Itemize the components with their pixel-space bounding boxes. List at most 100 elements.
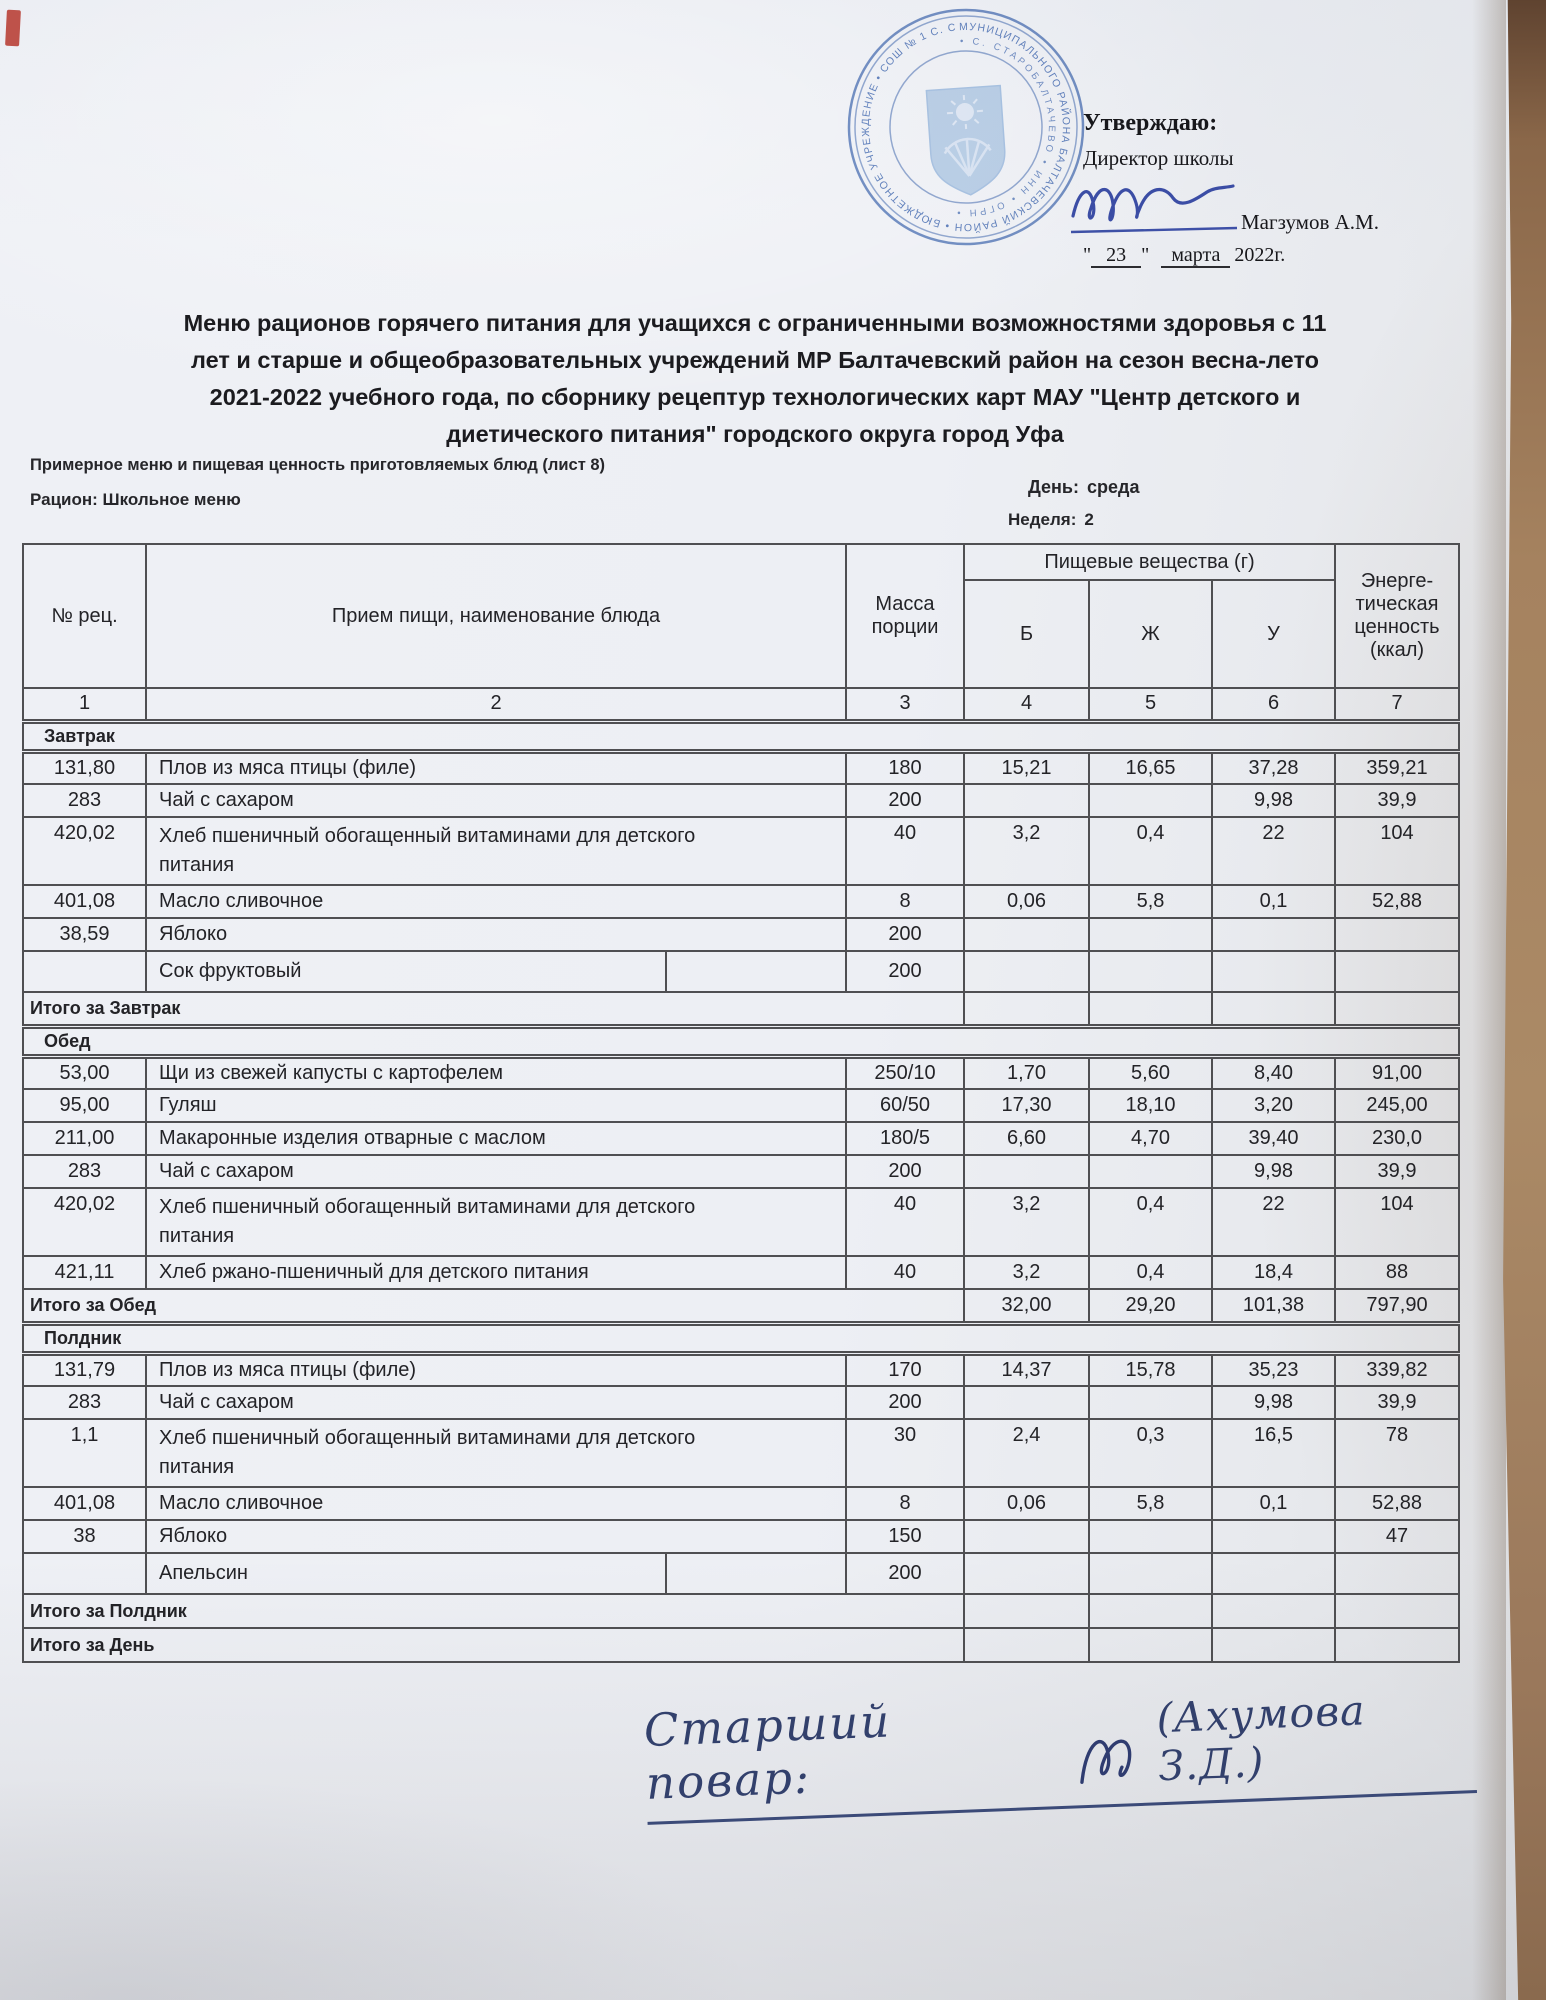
scan-red-mark xyxy=(5,9,21,47)
dish-u xyxy=(1211,917,1336,952)
dish-mass: 200 xyxy=(845,1154,965,1189)
dish-recipe-number: 53,00 xyxy=(22,1055,147,1090)
menu-note: Примерное меню и пищевая ценность пригот… xyxy=(30,456,606,474)
total-b xyxy=(963,1593,1090,1629)
chef-name: (Ахумова З.Д.) xyxy=(1155,1686,1367,1791)
dish-name: Хлеб пшеничный обогащенный витаминами дл… xyxy=(145,816,847,886)
total-label: Итого за Обед xyxy=(22,1288,965,1324)
dish-name-empty xyxy=(667,1555,844,1592)
dish-mass: 30 xyxy=(845,1418,965,1488)
dish-u: 22 xyxy=(1211,816,1336,886)
dish-u xyxy=(1211,1519,1336,1554)
dish-u: 9,98 xyxy=(1211,1154,1336,1189)
total-zh xyxy=(1088,1593,1213,1629)
school-stamp-icon: МУНИЦИПАЛЬНОГО РАЙОНА БАЛТАЧЕВСКИЙ РАЙОН… xyxy=(829,0,1098,258)
dish-u: 35,23 xyxy=(1211,1352,1336,1387)
ration-line: Рацион: Школьное меню xyxy=(30,490,241,509)
col-number: 4 xyxy=(963,687,1090,724)
dish-name: Апельсин xyxy=(145,1552,847,1595)
dish-u: 9,98 xyxy=(1211,1385,1336,1420)
dish-kcal: 88 xyxy=(1334,1255,1460,1290)
dish-kcal xyxy=(1334,950,1460,993)
total-u xyxy=(1211,1627,1336,1663)
dish-recipe-number: 283 xyxy=(22,1385,147,1420)
col-header-energy: Энерге-тическая ценность (ккал) xyxy=(1334,543,1460,689)
dish-kcal xyxy=(1334,917,1460,952)
dish-name: Сок фруктовый xyxy=(145,950,847,993)
chef-signature xyxy=(1079,1739,1131,1784)
total-row: Итого за День xyxy=(22,1627,1460,1663)
chef-label: Старший повар: xyxy=(642,1694,893,1810)
total-zh: 29,20 xyxy=(1088,1288,1213,1324)
dish-u: 18,4 xyxy=(1211,1255,1336,1290)
dish-b xyxy=(963,1154,1090,1189)
meal-section-row: Завтрак xyxy=(22,718,1460,754)
dish-kcal: 230,0 xyxy=(1334,1121,1460,1156)
dish-name: Макаронные изделия отварные с маслом xyxy=(145,1121,847,1156)
stamp-shield-icon xyxy=(925,84,1006,196)
dish-row: 1,1 Хлеб пшеничный обогащенный витаминами… xyxy=(22,1418,1460,1488)
total-b xyxy=(963,1627,1090,1663)
dish-row: 131,80 Плов из мяса птицы (филе) 180 15,21 1… xyxy=(22,750,1460,785)
dish-zh: 5,60 xyxy=(1088,1055,1213,1090)
dish-kcal: 39,9 xyxy=(1334,783,1460,818)
dish-kcal: 91,00 xyxy=(1334,1055,1460,1090)
dish-kcal: 47 xyxy=(1334,1519,1460,1554)
week-label: Неделя: xyxy=(1008,510,1077,529)
dish-u: 3,20 xyxy=(1211,1088,1336,1123)
approval-year: 2022г. xyxy=(1234,244,1286,266)
dish-mass: 250/10 xyxy=(845,1055,965,1090)
meal-section-row: Обед xyxy=(22,1023,1460,1059)
dish-name: Чай с сахаром xyxy=(145,783,847,818)
dish-zh xyxy=(1088,1519,1213,1554)
dish-mass: 200 xyxy=(845,783,965,818)
meal-section-label: Завтрак xyxy=(22,718,1460,754)
dish-row: 53,00 Щи из свежей капусты с картофелем 25… xyxy=(22,1055,1460,1090)
approval-block: Утверждаю: Директор школы Магзумов А.М. … xyxy=(1070,110,1503,268)
dish-name: Яблоко xyxy=(145,1519,847,1554)
dish-u xyxy=(1211,950,1336,993)
col-header-fat: Ж xyxy=(1088,579,1213,689)
dish-kcal xyxy=(1334,1552,1460,1595)
dish-row: 283 Чай с сахаром 200 9,98 39,9 xyxy=(22,1154,1460,1189)
dish-b xyxy=(963,1552,1090,1595)
dish-row: 283 Чай с сахаром 200 9,98 39,9 xyxy=(22,1385,1460,1420)
dish-recipe-number: 95,00 xyxy=(22,1088,147,1123)
dish-zh: 15,78 xyxy=(1088,1352,1213,1387)
dish-recipe-number: 283 xyxy=(22,783,147,818)
director-signature xyxy=(1070,184,1238,234)
total-label: Итого за Полдник xyxy=(22,1593,965,1629)
dish-u: 22 xyxy=(1211,1187,1336,1257)
approval-month: марта xyxy=(1161,244,1231,268)
dish-name: Хлеб ржано-пшеничный для детского питани… xyxy=(145,1255,847,1290)
dish-mass: 200 xyxy=(845,917,965,952)
dish-mass: 8 xyxy=(845,1486,965,1521)
dish-b: 3,2 xyxy=(963,1187,1090,1257)
dish-kcal: 39,9 xyxy=(1334,1385,1460,1420)
dish-b: 15,21 xyxy=(963,750,1090,785)
total-u xyxy=(1211,991,1336,1027)
dish-b: 0,06 xyxy=(963,884,1090,919)
dish-kcal: 359,21 xyxy=(1334,750,1460,785)
total-label: Итого за День xyxy=(22,1627,965,1663)
dish-zh xyxy=(1088,1154,1213,1189)
dish-b: 2,4 xyxy=(963,1418,1090,1488)
dish-b: 1,70 xyxy=(963,1055,1090,1090)
dish-b: 6,60 xyxy=(963,1121,1090,1156)
dish-zh xyxy=(1088,1385,1213,1420)
dish-zh: 0,3 xyxy=(1088,1418,1213,1488)
dish-mass: 40 xyxy=(845,1187,965,1257)
dish-zh xyxy=(1088,783,1213,818)
approval-day: 23 xyxy=(1091,244,1142,268)
total-b xyxy=(963,991,1090,1027)
dish-recipe-number: 420,02 xyxy=(22,816,147,886)
dish-row: 95,00 Гуляш 60/50 17,30 18,10 3,20 245,00 xyxy=(22,1088,1460,1123)
dish-u: 0,1 xyxy=(1211,884,1336,919)
director-role: Директор школы xyxy=(1083,146,1234,170)
dish-name: Чай с сахаром xyxy=(145,1385,847,1420)
col-header-recipe-number: № рец. xyxy=(22,543,147,689)
dish-row: 38 Яблоко 150 47 xyxy=(22,1519,1460,1554)
total-label: Итого за Завтрак xyxy=(22,991,965,1027)
week-value: 2 xyxy=(1084,510,1094,529)
col-number: 5 xyxy=(1088,687,1213,724)
